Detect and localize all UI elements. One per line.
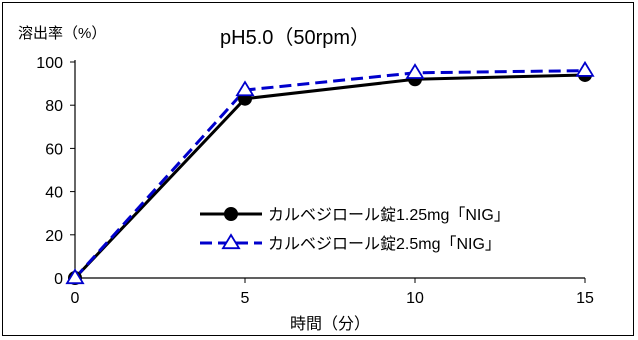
legend: カルベジロール錠1.25mg「NIG」カルベジロール錠2.5mg「NIG」 bbox=[200, 206, 510, 253]
y-axis-label: 溶出率（%） bbox=[18, 25, 106, 42]
legend-marker-2 bbox=[221, 233, 241, 250]
x-tick-label: 0 bbox=[71, 290, 80, 307]
y-tick-label: 100 bbox=[36, 55, 63, 72]
series-2-point bbox=[65, 268, 85, 285]
legend-marker-1 bbox=[224, 207, 238, 221]
y-tick-label: 40 bbox=[45, 185, 63, 202]
x-tick-label: 10 bbox=[406, 290, 424, 307]
legend-label-1: カルベジロール錠1.25mg「NIG」 bbox=[268, 206, 510, 224]
series-2-point bbox=[235, 80, 255, 97]
y-tick-label: 20 bbox=[45, 228, 63, 245]
x-tick-label: 5 bbox=[241, 290, 250, 307]
y-tick-label: 0 bbox=[54, 271, 63, 288]
series-2-point bbox=[575, 60, 595, 77]
x-tick-label: 15 bbox=[576, 290, 594, 307]
series-line-1 bbox=[73, 73, 586, 280]
y-tick-label: 60 bbox=[45, 141, 63, 158]
chart-frame bbox=[2, 2, 634, 336]
series-2-point bbox=[405, 63, 425, 79]
y-tick-label: 80 bbox=[45, 98, 63, 115]
x-axis-label: 時間（分） bbox=[290, 315, 370, 333]
legend-label-2: カルベジロール錠2.5mg「NIG」 bbox=[268, 235, 501, 253]
chart-title: pH5.0（50rpm） bbox=[220, 26, 370, 49]
series-line-2 bbox=[73, 69, 586, 280]
